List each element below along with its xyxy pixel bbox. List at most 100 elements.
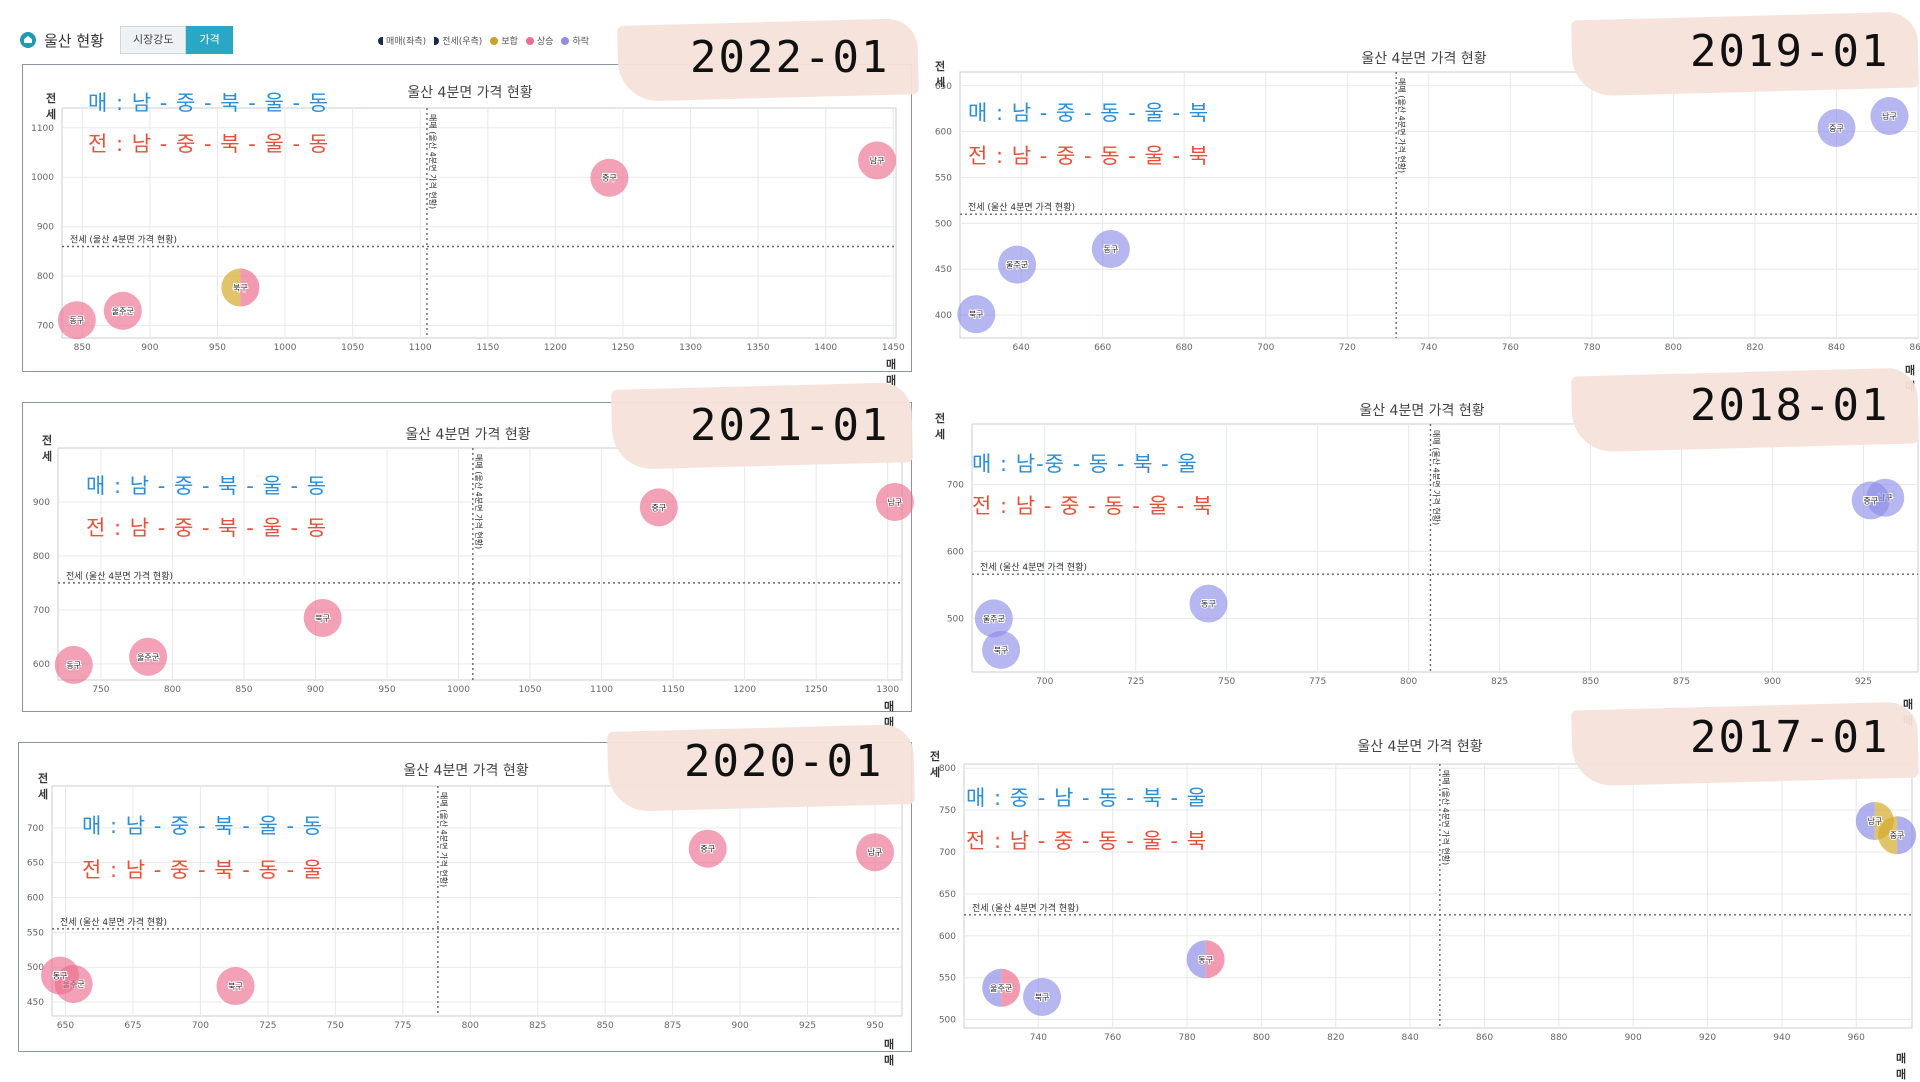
point-marker <box>1851 481 1890 520</box>
x-tick-label: 950 <box>866 1021 883 1031</box>
y-tick-label: 650 <box>935 82 952 92</box>
y-tick-label: 400 <box>935 311 952 321</box>
x-tick-label: 725 <box>1127 677 1144 687</box>
y-tick-label: 500 <box>27 963 44 973</box>
reference-label-buy: 매매 (울산 4분면 가격 현황) <box>474 454 484 549</box>
y-tick-label: 700 <box>947 480 964 490</box>
point-label: 북구 <box>228 982 243 991</box>
legend-item-down[interactable]: 하락 <box>561 34 589 47</box>
data-point-남구[interactable]: 남구 <box>1870 97 1909 136</box>
data-point-북구[interactable]: 북구 <box>957 295 996 334</box>
data-point-중구[interactable]: 중구 <box>1817 108 1856 147</box>
date-stamp: 2021-01 <box>690 400 890 451</box>
date-stamp: 2018-01 <box>1690 380 1890 431</box>
data-point-동구[interactable]: 동구 <box>1091 230 1130 269</box>
data-point-울주군[interactable]: 울주군 <box>998 245 1037 284</box>
x-tick-label: 700 <box>1257 343 1274 353</box>
y-tick-label: 800 <box>37 272 54 282</box>
data-point-울주군[interactable]: 울주군 <box>982 968 1021 1007</box>
x-tick-label: 740 <box>1420 343 1437 353</box>
data-point-중구[interactable]: 중구 <box>1878 816 1917 855</box>
y-axis-label: 전세 <box>38 772 49 801</box>
data-point-동구[interactable]: 동구 <box>1189 584 1228 623</box>
tab-price[interactable]: 가격 <box>186 26 233 54</box>
x-tick-label: 720 <box>1339 343 1356 353</box>
x-tick-label: 1200 <box>733 685 756 695</box>
legend-item-buy[interactable]: 매매(좌측) <box>378 34 426 47</box>
x-tick-label: 825 <box>529 1021 546 1031</box>
point-marker <box>858 141 897 180</box>
point-marker-jeonse-half <box>1897 816 1917 855</box>
data-point-중구[interactable]: 중구 <box>688 829 727 868</box>
legend-item-flat[interactable]: 보합 <box>490 34 518 47</box>
x-tick-label: 1150 <box>476 343 499 353</box>
y-tick-label: 500 <box>935 219 952 229</box>
view-tabs: 시장강도 가격 <box>119 26 233 54</box>
y-tick-label: 900 <box>33 498 50 508</box>
data-point-울주군[interactable]: 울주군 <box>974 599 1013 638</box>
x-tick-label: 940 <box>1773 1033 1790 1043</box>
plot-area <box>971 423 1919 673</box>
point-label: 울주군 <box>983 614 1005 623</box>
point-label: 중구 <box>700 845 715 854</box>
reference-label-jeonse: 전세 (울산 4분면 가격 현황) <box>60 916 167 928</box>
data-point-남구[interactable]: 남구 <box>875 482 914 521</box>
x-tick-label: 800 <box>164 685 181 695</box>
x-tick-label: 700 <box>1036 677 1053 687</box>
x-tick-label: 840 <box>1402 1033 1419 1043</box>
data-point-동구[interactable]: 동구 <box>41 956 80 995</box>
annotation-jeonse-ranking: 전 : 남 - 중 - 동 - 울 - 북 <box>968 144 1210 168</box>
annotation-buy-ranking: 매 : 남 - 중 - 북 - 울 - 동 <box>88 91 330 115</box>
x-tick-label: 1250 <box>805 685 828 695</box>
legend-label: 보합 <box>501 37 518 47</box>
chart-title: 울산 4분면 가격 현황 <box>405 427 531 443</box>
y-tick-label: 750 <box>939 806 956 816</box>
point-label: 남구 <box>1867 817 1882 826</box>
legend-item-jeonse[interactable]: 전세(우측) <box>434 34 482 47</box>
data-point-동구[interactable]: 동구 <box>57 301 96 340</box>
tab-market-strength[interactable]: 시장강도 <box>119 26 187 54</box>
annotation-jeonse-ranking: 전 : 남 - 중 - 북 - 울 - 동 <box>86 516 328 540</box>
point-label: 남구 <box>887 498 902 507</box>
x-tick-label: 950 <box>378 685 395 695</box>
data-point-중구[interactable]: 중구 <box>590 158 629 197</box>
data-point-울주군[interactable]: 울주군 <box>103 291 142 330</box>
data-point-북구[interactable]: 북구 <box>982 630 1021 669</box>
x-tick-label: 925 <box>799 1021 816 1031</box>
x-tick-label: 800 <box>462 1021 479 1031</box>
legend-label: 전세(우측) <box>442 37 483 47</box>
data-point-북구[interactable]: 북구 <box>303 598 342 637</box>
data-point-중구[interactable]: 중구 <box>639 488 678 527</box>
data-point-울주군[interactable]: 울주군 <box>129 637 168 676</box>
x-tick-label: 875 <box>664 1021 681 1031</box>
y-tick-label: 700 <box>33 606 50 616</box>
y-tick-label: 600 <box>935 128 952 138</box>
data-point-동구[interactable]: 동구 <box>1186 940 1225 979</box>
data-point-북구[interactable]: 북구 <box>216 967 255 1006</box>
point-marker <box>590 158 629 197</box>
y-tick-label: 600 <box>947 547 964 557</box>
reference-label-buy: 매매 (울산 4분면 가격 현황) <box>439 792 449 887</box>
legend-item-up[interactable]: 상승 <box>525 34 553 47</box>
data-point-북구[interactable]: 북구 <box>221 268 260 307</box>
point-label: 동구 <box>1201 600 1216 609</box>
x-tick-label: 775 <box>1309 677 1326 687</box>
data-point-북구[interactable]: 북구 <box>1023 977 1062 1016</box>
y-tick-label: 700 <box>939 848 956 858</box>
point-marker <box>1091 230 1130 269</box>
point-marker <box>1189 584 1228 623</box>
y-tick-label: 500 <box>947 614 964 624</box>
x-tick-label: 1450 <box>882 343 905 353</box>
reference-label-jeonse: 전세 (울산 4분면 가격 현황) <box>972 902 1079 914</box>
chart-title: 울산 4분면 가격 현황 <box>1357 739 1483 755</box>
data-point-남구[interactable]: 남구 <box>856 833 895 872</box>
y-tick-label: 500 <box>939 1016 956 1026</box>
data-point-남구[interactable]: 남구 <box>858 141 897 180</box>
x-tick-label: 1250 <box>612 343 635 353</box>
point-marker-buy-half <box>221 268 241 307</box>
data-point-중구[interactable]: 중구 <box>1851 481 1890 520</box>
x-tick-label: 920 <box>1699 1033 1716 1043</box>
data-point-동구[interactable]: 동구 <box>54 645 93 684</box>
home-icon[interactable] <box>20 32 36 48</box>
point-marker <box>639 488 678 527</box>
